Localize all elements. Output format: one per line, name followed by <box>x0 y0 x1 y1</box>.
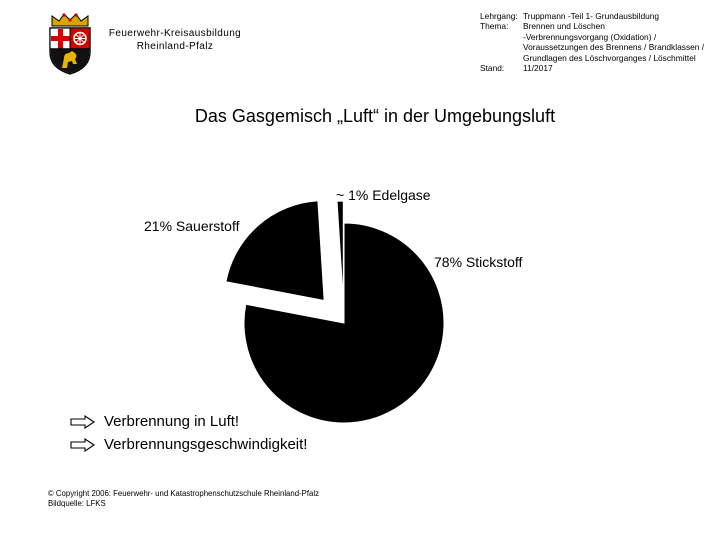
meta-label: Lehrgang: <box>480 11 518 21</box>
page-title: Das Gasgemisch „Luft“ in der Umgebungslu… <box>194 106 556 126</box>
meta-row-lehrgang: Lehrgang: Truppmann -Teil 1- Grundausbil… <box>480 11 715 21</box>
slice-label-sauerstoff: 21% Sauerstoff <box>144 218 240 234</box>
arrow-right-icon <box>70 414 95 429</box>
footer: © Copyright 2006: Feuerwehr- und Katastr… <box>48 489 319 509</box>
meta-value: -Verbrennungsvorgang (Oxidation) / <box>523 31 657 42</box>
meta-label: Stand: <box>480 63 505 74</box>
meta-value: Grundlagen des Löschvorganges / Löschmit… <box>523 52 696 63</box>
meta-row-thema: Thema: Brennen und Löschen <box>480 21 715 31</box>
slice-sauerstoff <box>225 200 325 302</box>
slice-label-edelgase: ~ 1% Edelgase <box>336 187 431 203</box>
slice-edelgase <box>336 200 344 302</box>
meta-value: 11/2017 <box>523 63 553 74</box>
course-meta-block: Lehrgang: Truppmann -Teil 1- Grundausbil… <box>480 11 715 73</box>
meta-value: Brennen und Löschen <box>523 21 605 32</box>
organisation-name: Feuerwehr-Kreisausbildung Rheinland-Pfal… <box>100 27 250 53</box>
slice-stickstoff <box>243 222 445 424</box>
slice-label-stickstoff: 78% Stickstoff <box>434 254 523 270</box>
meta-row-thema-cont-2: Voraussetzungen des Brennens / Brandklas… <box>480 42 715 52</box>
meta-value: Voraussetzungen des Brennens / Brandklas… <box>523 42 705 53</box>
bullet-item: Verbrennungsgeschwindigkeit! <box>70 433 307 456</box>
org-line-1: Feuerwehr-Kreisausbildung <box>108 28 242 39</box>
bullet-text: Verbrennung in Luft! <box>104 413 240 430</box>
meta-row-thema-cont-3: Grundlagen des Löschvorganges / Löschmit… <box>480 53 715 63</box>
bullet-text: Verbrennungsgeschwindigkeit! <box>104 436 308 453</box>
meta-label: Thema: <box>480 21 509 32</box>
copyright-text: © Copyright 2006: Feuerwehr- und Katastr… <box>48 489 319 498</box>
bullet-list: Verbrennung in Luft! Verbrennungsgeschwi… <box>70 410 307 456</box>
meta-row-stand: Stand: 11/2017 <box>480 63 715 73</box>
arrow-right-icon <box>70 437 95 452</box>
org-line-2: Rheinland-Pfalz <box>136 41 214 52</box>
bullet-item: Verbrennung in Luft! <box>70 410 307 433</box>
image-source-text: Bildquelle: LFKS <box>48 499 106 508</box>
meta-row-thema-cont-1: -Verbrennungsvorgang (Oxidation) / <box>480 32 715 42</box>
rheinland-pfalz-crest-icon <box>49 13 91 75</box>
meta-value: Truppmann -Teil 1- Grundausbildung <box>523 11 660 21</box>
